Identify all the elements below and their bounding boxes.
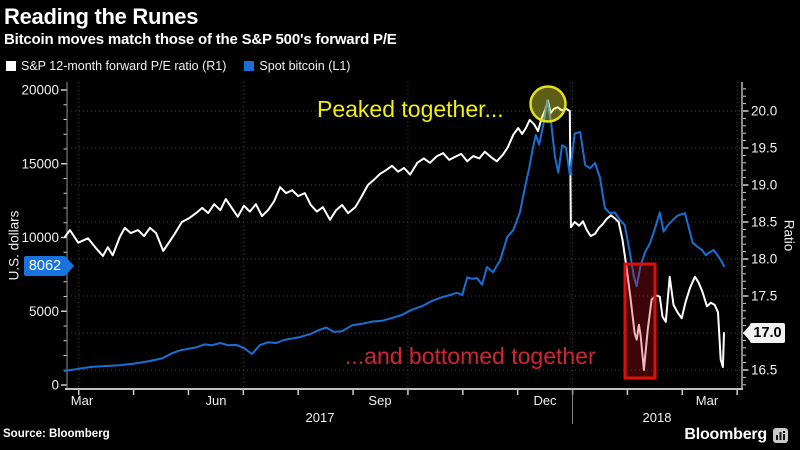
bitcoin-last-value-tag: 8062: [24, 256, 74, 277]
left-axis-tick-label: 10000: [21, 230, 59, 245]
chart-title: Reading the Runes: [4, 4, 199, 29]
x-axis-month-label: Mar: [71, 393, 94, 408]
series: [64, 99, 725, 372]
source-label: Source: Bloomberg: [3, 428, 110, 440]
x-axis-month-label: Sep: [368, 393, 391, 408]
legend-label-spot-bitcoin: Spot bitcoin (L1): [259, 59, 351, 73]
right-axis: 16.5 17.5 18.0 18.5 19.0 19.5 20.0: [743, 88, 777, 386]
right-axis-tick-label: 18.0: [751, 252, 777, 267]
left-axis-tick-label: 5000: [29, 304, 59, 319]
spot-bitcoin-line: [64, 99, 725, 372]
bloomberg-logo: Bloomberg: [684, 426, 788, 444]
x-axis-month-label: Jun: [206, 393, 227, 408]
right-axis-tick-label: 19.0: [751, 178, 777, 193]
x-axis: Mar Jun Sep Dec Mar 2017 2018: [71, 390, 738, 425]
spot-bitcoin-swatch-icon: [244, 61, 255, 71]
right-axis-title: Ratio: [781, 219, 797, 252]
x-axis-month-label: Dec: [533, 393, 557, 408]
left-axis-tick-label: 20000: [21, 83, 59, 98]
legend-label-sp-pe: S&P 12-month forward P/E ratio (R1): [21, 59, 227, 73]
x-axis-year-label: 2017: [306, 410, 335, 425]
bloomberg-logo-text: Bloomberg: [684, 426, 767, 443]
sp-pe-swatch-icon: [6, 61, 16, 71]
x-axis-year-label: 2018: [643, 410, 672, 425]
legend-item-sp-pe[interactable]: S&P 12-month forward P/E ratio (R1): [6, 59, 226, 73]
legend: S&P 12-month forward P/E ratio (R1) Spot…: [6, 59, 350, 73]
left-axis: 0 5000 10000 15000 20000: [21, 83, 67, 393]
right-axis-tick-label: 19.5: [751, 141, 777, 156]
right-axis-tick-label: 17.5: [751, 289, 777, 304]
peak-highlight-circle: [529, 85, 567, 123]
left-axis-title: U.S. dollars: [6, 210, 22, 281]
left-axis-tick-label: 15000: [21, 156, 59, 171]
gridlines: [67, 82, 742, 389]
bloomberg-logo-icon: [773, 427, 788, 443]
pe-last-value-tag: 17.0: [743, 323, 785, 343]
right-axis-tick-label: 16.5: [751, 363, 777, 378]
right-axis-tick-label: 18.5: [751, 215, 777, 230]
bottom-highlight-rect: [623, 262, 657, 380]
sp-forward-pe-line: [64, 99, 725, 371]
left-axis-tick-label: 0: [51, 378, 59, 393]
right-axis-tick-label: 20.0: [751, 104, 777, 119]
chart-subtitle: Bitcoin moves match those of the S&P 500…: [4, 31, 397, 48]
x-axis-month-label: Mar: [696, 393, 719, 408]
annotation-shapes: [529, 85, 657, 380]
legend-item-spot-bitcoin[interactable]: Spot bitcoin (L1): [244, 59, 350, 73]
